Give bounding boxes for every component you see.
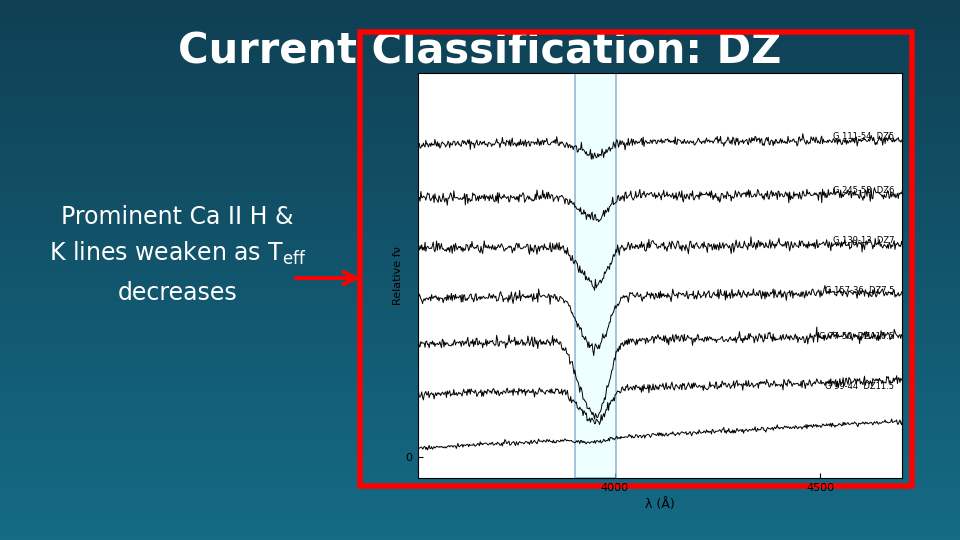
- Text: G 157-36  DZ7.5: G 157-36 DZ7.5: [825, 286, 894, 295]
- Bar: [360, 32, 912, 486]
- X-axis label: λ (Å): λ (Å): [645, 498, 675, 511]
- Text: G 111-54  DZ5: G 111-54 DZ5: [833, 132, 894, 140]
- Text: K lines weaken as T$_{\mathregular{eff}}$: K lines weaken as T$_{\mathregular{eff}}…: [49, 240, 306, 267]
- Text: G 99-44  DZ11.5: G 99-44 DZ11.5: [826, 382, 894, 391]
- Y-axis label: Relative fν: Relative fν: [393, 246, 403, 305]
- Bar: [575, 73, 616, 478]
- Text: Current Classification: DZ: Current Classification: DZ: [179, 30, 781, 72]
- Text: decreases: decreases: [118, 281, 237, 305]
- Text: Prominent Ca II H &: Prominent Ca II H &: [61, 206, 294, 230]
- Text: G 139-13  DZ7: G 139-13 DZ7: [832, 236, 894, 245]
- Text: G 77-50  DZA10.5: G 77-50 DZA10.5: [819, 332, 894, 341]
- Text: G 245-58  DZ6: G 245-58 DZ6: [833, 186, 894, 195]
